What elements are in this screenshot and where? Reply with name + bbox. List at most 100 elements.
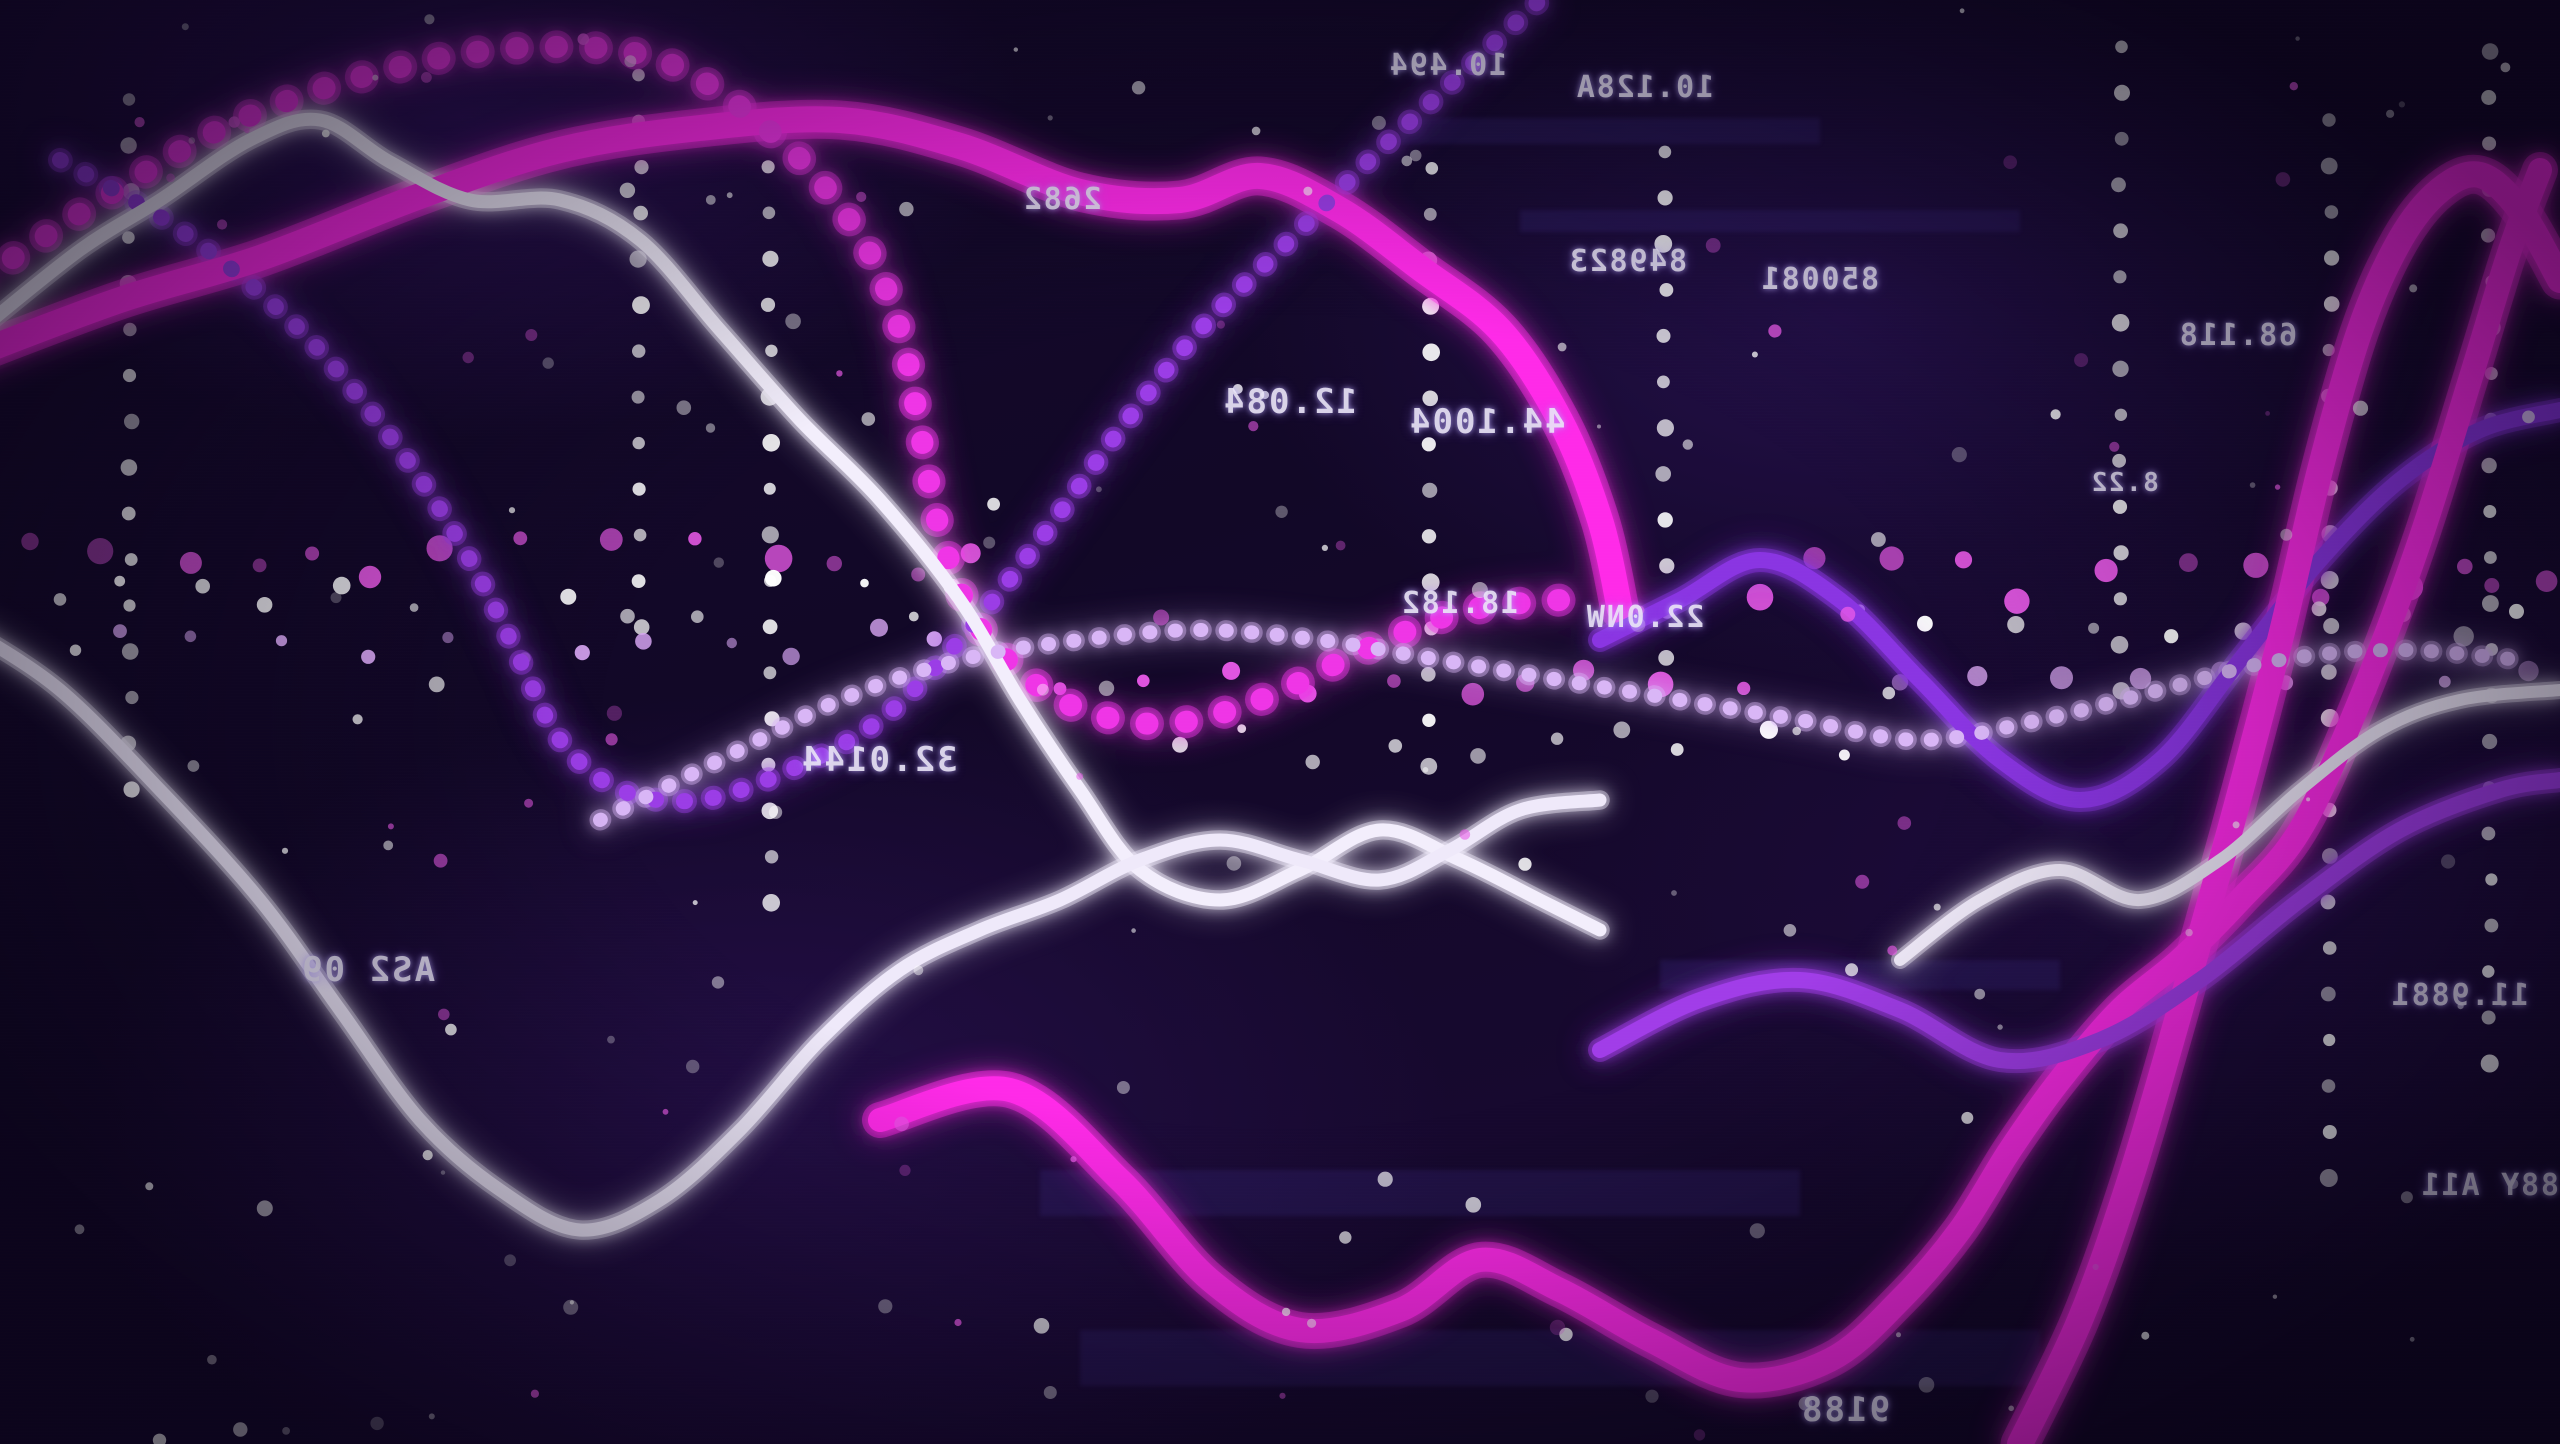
data-dot [762, 434, 780, 452]
sparkle-dot [1871, 532, 1886, 547]
data-dot [2319, 1169, 2338, 1187]
data-dot [2111, 177, 2126, 193]
sparkle-dot [1248, 421, 1259, 432]
data-dot [2114, 408, 2128, 421]
sparkle-dot [504, 1254, 516, 1267]
data-dot [1237, 724, 1247, 733]
readout-label: AS2 09 [300, 950, 436, 990]
sparkle-dot [1961, 1111, 1974, 1124]
sparkle-dot [462, 351, 474, 364]
data-dot [632, 436, 645, 450]
sparkle-dot [1882, 686, 1896, 700]
data-dot [2113, 223, 2129, 239]
data-dot [631, 390, 645, 404]
sparkle-dot [2003, 155, 2017, 169]
data-dot [762, 894, 780, 912]
sparkle-dot [69, 644, 82, 656]
data-dot [2112, 453, 2127, 468]
sparkle-dot [1933, 903, 1941, 911]
sparkle-dot [145, 1182, 154, 1191]
sparkle-dot [1013, 47, 1018, 52]
data-dot [2323, 618, 2340, 634]
data-dot [1423, 207, 1437, 221]
data-dot [1550, 732, 1564, 745]
data-dot [763, 666, 777, 680]
sparkle-dot [1226, 856, 1242, 871]
data-dot [1425, 162, 1439, 175]
data-dot [2320, 986, 2336, 1002]
sparkle-dot [1959, 8, 1965, 14]
sparkle-dot [2484, 578, 2500, 593]
sparkle-dot [421, 72, 432, 83]
sparkle-dot [2185, 928, 2193, 937]
sparkle-dot [624, 55, 637, 68]
sparkle-dot [705, 195, 716, 205]
data-dot [1967, 666, 1988, 687]
readout-label: 10.494 [1388, 48, 1508, 83]
data-dot [2112, 499, 2128, 514]
sparkle-dot [1855, 874, 1870, 889]
data-dot [763, 482, 776, 495]
data-dot [1954, 551, 1973, 569]
data-dot [633, 528, 647, 542]
data-dot [761, 526, 779, 544]
sparkle-dot [2398, 101, 2405, 108]
readout-label: 8.22 [2090, 468, 2159, 498]
sparkle-dot [1153, 609, 1170, 626]
data-dot [332, 576, 351, 595]
data-dot [1420, 757, 1438, 775]
readout-label: 2682 [1022, 182, 1102, 217]
sparkle-dot [524, 798, 534, 808]
sparkle-dot [1335, 540, 1346, 551]
sparkle-dot [1047, 115, 1053, 121]
data-dot [762, 619, 778, 635]
sparkle-dot [954, 1318, 962, 1327]
data-dot [2482, 733, 2498, 750]
sparkle-dot [1792, 726, 1801, 736]
sparkle-dot [330, 592, 342, 604]
data-dot [762, 250, 779, 267]
data-dot [1172, 736, 1188, 753]
data-dot [125, 690, 139, 705]
readout-label: 32.0144 [800, 740, 958, 780]
data-dot [1461, 682, 1485, 706]
data-dot [2518, 660, 2539, 682]
data-dot [2114, 84, 2130, 101]
data-dot [1655, 466, 1671, 482]
sparkle-dot [525, 329, 538, 341]
data-dot [2482, 595, 2499, 612]
sparkle-dot [1116, 1081, 1130, 1094]
data-dot [635, 633, 652, 650]
sparkle-dot [1307, 1318, 1317, 1328]
sparkle-dot [2249, 482, 2256, 488]
data-dot [2481, 228, 2496, 243]
sparkle-dot [1465, 1197, 1482, 1213]
sparkle-dot [861, 412, 876, 426]
sparkle-dot [606, 705, 623, 721]
sparkle-dot [1518, 857, 1532, 871]
sparkle-dot [1671, 890, 1677, 896]
data-dot [2114, 131, 2129, 146]
sparkle-dot [2092, 1263, 2099, 1271]
sparkle-dot [2008, 1405, 2014, 1412]
data-dot [2481, 90, 2497, 105]
sparkle-dot [321, 129, 330, 138]
sparkle-dot [1974, 988, 1986, 1000]
sparkle-dot [619, 182, 636, 198]
sparkle-dot [2050, 409, 2061, 420]
sparkle-dot [1783, 924, 1797, 937]
sparkle-dot [605, 733, 618, 746]
sparkle-dot [1339, 1231, 1352, 1244]
data-dot [2311, 601, 2327, 617]
data-dot [184, 630, 197, 643]
data-dot [765, 344, 778, 357]
data-dot [1658, 145, 1672, 159]
data-dot [760, 297, 776, 312]
data-dot [1657, 190, 1673, 206]
sparkle-dot [217, 219, 228, 230]
data-dot [358, 565, 382, 589]
sparkle-dot [1098, 680, 1115, 696]
data-dot [2164, 629, 2179, 644]
data-dot [122, 368, 137, 383]
